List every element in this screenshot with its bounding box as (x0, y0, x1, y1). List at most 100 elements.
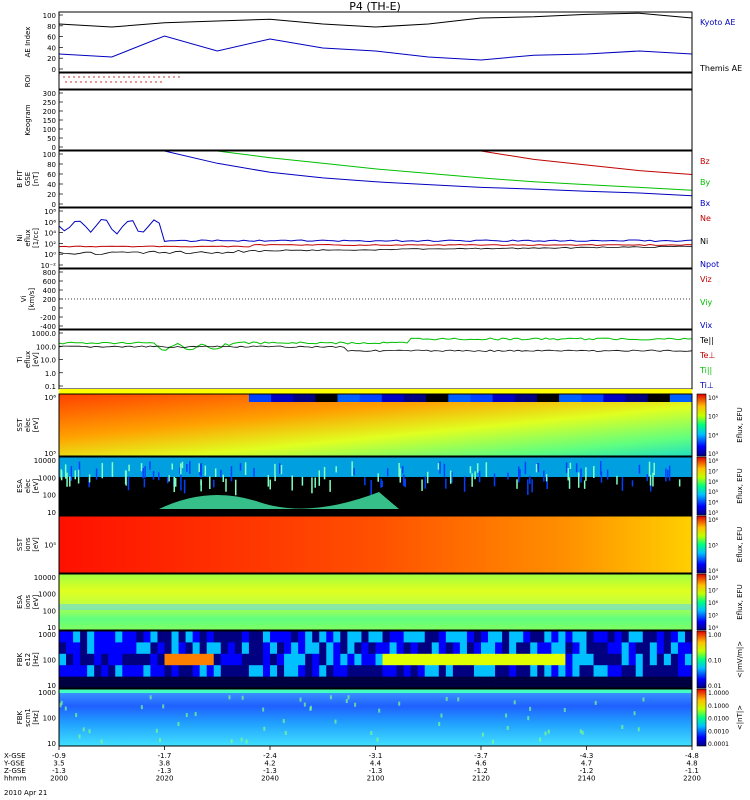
spectrogram-cell (255, 631, 264, 643)
panel-tick-label: 10⁰ (44, 251, 56, 259)
spectrogram-cell (502, 676, 510, 689)
panel-ylabel: SST (16, 418, 24, 432)
spectrogram-cell (614, 665, 623, 677)
spectrogram-cell (481, 653, 489, 666)
spectrogram-cell (312, 642, 320, 655)
spectrogram-cell (403, 394, 427, 402)
panel-tick-label: 80 (47, 161, 56, 169)
legend-entry: By (700, 178, 710, 187)
spectrogram-cell (234, 479, 237, 496)
spectrogram-cell (424, 631, 433, 643)
spectrogram-cell (143, 631, 151, 643)
spectrogram-cell (558, 665, 566, 677)
spectrogram-cell (509, 665, 517, 677)
x-row-label: X-GSE (4, 752, 26, 760)
x-tick-label: 3.5 (53, 760, 64, 768)
panel-tick-label: 10⁵ (44, 450, 56, 458)
panel-frame (58, 515, 693, 574)
panel-tick-label: 60 (47, 171, 56, 179)
panel-ylabel: ions (24, 537, 32, 552)
spectrogram-cell (516, 642, 524, 655)
spectrogram-cell (157, 472, 160, 481)
spectrogram-cell (635, 631, 644, 643)
spectrogram-cell (684, 653, 693, 666)
spectrogram-cell (572, 665, 580, 677)
spectrogram-cell (228, 695, 231, 700)
panel-esa_e: ESA elec [eV] 10 100 1000 10000 (16, 456, 693, 517)
spectrogram-cell (569, 462, 572, 470)
x-tick-label: 2120 (472, 775, 490, 783)
spectrogram-cell (88, 729, 91, 734)
spectrogram-cell (677, 642, 686, 655)
spectrogram-cell (282, 719, 285, 724)
panel-frame (58, 630, 693, 689)
spectrogram-cell (445, 696, 448, 701)
spectrogram-cell (670, 631, 679, 643)
spectrogram-cell (368, 665, 376, 677)
panel-tick-label: 100 (43, 151, 56, 159)
spectrogram-cell (558, 653, 566, 666)
panel-frame (58, 207, 693, 269)
spectrogram-cell (171, 463, 173, 470)
panel-tick-label: 1000 (38, 591, 56, 599)
spectrogram-cell (347, 695, 350, 700)
spectrogram-cell (87, 642, 95, 655)
spectrogram-cell (347, 676, 355, 689)
panel-ylabel: [1/cc] (32, 228, 40, 248)
spectrogram-cell (354, 631, 362, 643)
colorbar-cb_fbk_b: 0.0001 0.0010 0.0100 0.1000 1.0000 <|nT|> (696, 688, 744, 748)
panel-frame (58, 329, 693, 390)
spectrogram-cell (506, 725, 509, 730)
spectrogram-cell (122, 665, 130, 677)
roi-dot (163, 76, 165, 78)
spectrogram-cell (600, 665, 608, 677)
x-tick-label: 2100 (367, 775, 385, 783)
spectrogram-cell (628, 653, 637, 666)
spectrogram-cell (333, 653, 341, 666)
spectrogram-cell (192, 631, 201, 643)
spectrogram-cell (583, 480, 586, 489)
spectrogram-cell (579, 642, 587, 655)
spectrogram-cell (213, 665, 222, 677)
spectrogram-cell (234, 665, 243, 677)
panel-ylabel: eflux (24, 229, 32, 246)
spectrogram-cell (452, 676, 461, 689)
x-tick-label: 2140 (578, 775, 596, 783)
spectrogram-cell (631, 480, 634, 487)
spectrogram (59, 689, 692, 746)
spectrogram-cell (621, 676, 630, 689)
spectrogram-cell (523, 665, 531, 677)
spectrogram-cell (59, 631, 67, 643)
panel-ylabel: [km/s] (28, 288, 36, 311)
panel-tick-label: 200 (43, 108, 56, 116)
roi-dot (113, 76, 115, 78)
spectrogram-cell (509, 631, 517, 643)
spectrogram-cell (319, 642, 327, 655)
spectrogram-cell (291, 665, 299, 677)
spectrogram-band (59, 689, 692, 693)
panel-tick-label: 80 (47, 23, 56, 31)
spectrogram-cell (621, 665, 630, 677)
spectrogram-cell (171, 665, 179, 677)
spectrogram-cell (376, 737, 379, 742)
x-row-label: Z-GSE (4, 767, 26, 775)
spectrogram-cell (185, 653, 194, 666)
spectrogram-cell (305, 653, 313, 666)
colorbar-scale (696, 688, 707, 747)
spectrogram-cell (69, 476, 71, 487)
spectrogram-cell (488, 631, 496, 643)
spectrogram-cell (558, 642, 566, 655)
x-tick-label: -4.8 (685, 752, 699, 760)
spectrogram-cell (656, 642, 665, 655)
spectrogram-cell (284, 665, 292, 677)
spectrogram-cell (108, 631, 116, 643)
spectrogram-cell (370, 480, 372, 495)
spectrogram-cell (64, 464, 67, 479)
roi-dot (108, 76, 110, 78)
spectrogram-cell (230, 466, 233, 482)
spectrogram-cell (646, 474, 649, 481)
spectrogram-cell (481, 676, 489, 689)
spectrogram-cell (326, 631, 334, 643)
spectrogram-cell (164, 665, 172, 677)
